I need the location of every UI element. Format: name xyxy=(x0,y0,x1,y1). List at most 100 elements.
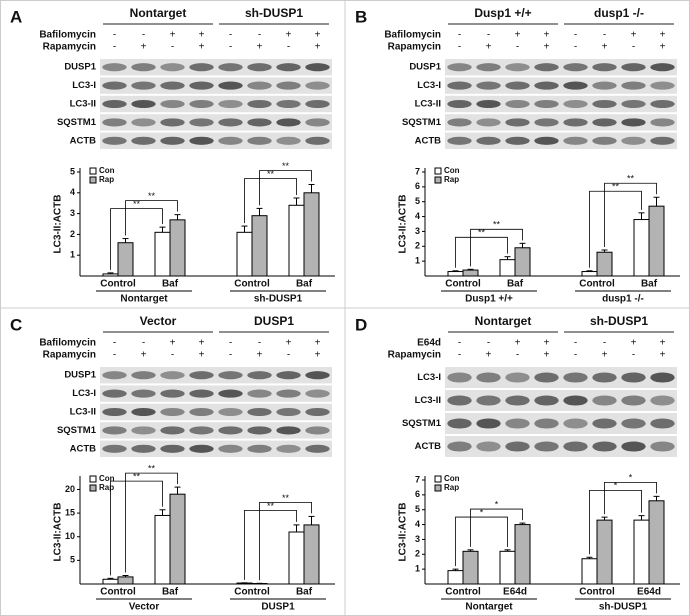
y-tick-label: 15 xyxy=(65,507,75,517)
blot-band xyxy=(505,99,530,109)
bar xyxy=(154,231,171,277)
y-tick-label: 4 xyxy=(415,211,420,221)
bar xyxy=(236,231,253,277)
blot-band xyxy=(247,63,272,72)
group-header: Nontarget xyxy=(130,6,187,20)
bar xyxy=(154,514,171,585)
blot-label: LC3-I xyxy=(72,388,96,399)
blot-band xyxy=(160,426,185,435)
bar xyxy=(499,259,516,277)
blot-band xyxy=(476,395,501,406)
blot-band xyxy=(447,372,472,383)
significance-bracket xyxy=(125,200,178,236)
treatment-sign: - xyxy=(113,338,116,349)
blot-band xyxy=(247,99,272,109)
y-tick-label: 5 xyxy=(415,504,420,514)
blot-band xyxy=(218,444,243,453)
blot-band xyxy=(563,63,588,72)
bar xyxy=(648,500,665,585)
blot-band xyxy=(476,372,501,383)
bar xyxy=(288,531,305,585)
bar xyxy=(581,271,598,277)
y-tick-label: 2 xyxy=(70,229,75,239)
treatment-name: Rapamycin xyxy=(388,350,441,361)
treatment-name: Bafilomycin xyxy=(39,30,96,41)
blot-band xyxy=(534,136,559,145)
group-label: Nontarget xyxy=(465,602,513,613)
x-tick-label: Baf xyxy=(296,279,313,290)
blot-strip xyxy=(100,385,332,402)
blot-band xyxy=(218,371,243,380)
treatment-sign: + xyxy=(170,30,176,41)
treatment-name: Rapamycin xyxy=(388,42,441,53)
blot-band xyxy=(276,99,301,109)
blot-label: ACTB xyxy=(70,443,97,454)
blot-strip xyxy=(445,367,677,388)
blot-band xyxy=(160,136,185,145)
significance-label: ** xyxy=(148,463,156,473)
blot-band xyxy=(563,81,588,90)
blot-band xyxy=(534,372,559,383)
treatment-sign: + xyxy=(199,42,205,53)
treatment-name: E64d xyxy=(417,338,441,349)
y-tick-label: 2 xyxy=(415,241,420,251)
bar xyxy=(303,192,320,277)
y-tick-label: 1 xyxy=(70,250,75,260)
treatment-sign: + xyxy=(141,350,147,361)
blot-band xyxy=(131,407,156,417)
blot-label: LC3-II xyxy=(70,99,96,110)
blot-label: LC3-II xyxy=(415,99,441,110)
treatment-sign: - xyxy=(258,30,261,41)
treatment-name: Rapamycin xyxy=(43,42,96,53)
blot-band xyxy=(592,118,617,127)
y-tick-label: 5 xyxy=(70,555,75,565)
group-header: sh-DUSP1 xyxy=(590,314,648,328)
blot-band xyxy=(505,441,530,452)
blot-band xyxy=(621,372,646,383)
bar xyxy=(117,242,134,277)
blot-band xyxy=(131,99,156,109)
blot-strip xyxy=(100,59,332,76)
blot-band xyxy=(534,418,559,429)
blot-strip xyxy=(445,436,677,457)
blot-band xyxy=(447,99,472,109)
x-tick-label: E64d xyxy=(637,587,661,598)
y-tick-label: 20 xyxy=(65,484,75,494)
blot-band xyxy=(650,81,675,90)
blot-band xyxy=(131,136,156,145)
significance-label: ** xyxy=(267,501,275,511)
blot-band xyxy=(189,371,214,380)
bar xyxy=(462,550,479,585)
bar xyxy=(499,550,516,585)
blot-band xyxy=(534,81,559,90)
blot-band xyxy=(621,99,646,109)
treatment-sign: - xyxy=(171,350,174,361)
blot-strip xyxy=(100,132,332,149)
blot-band xyxy=(621,441,646,452)
significance-bracket xyxy=(470,508,523,547)
blot-band xyxy=(218,81,243,90)
treatment-sign: - xyxy=(574,30,577,41)
treatment-sign: - xyxy=(287,42,290,53)
blot-band xyxy=(621,136,646,145)
treatment-sign: + xyxy=(515,30,521,41)
blot-band xyxy=(247,444,272,453)
treatment-sign: - xyxy=(516,42,519,53)
blot-band xyxy=(189,81,214,90)
y-tick-label: 1 xyxy=(415,564,420,574)
blot-label: DUSP1 xyxy=(64,62,96,73)
blot-band xyxy=(621,395,646,406)
legend-swatch xyxy=(89,176,97,184)
x-tick-label: Baf xyxy=(507,279,524,290)
treatment-sign: - xyxy=(458,338,461,349)
blot-band xyxy=(189,63,214,72)
treatment-sign: + xyxy=(199,338,205,349)
panel-letter: A xyxy=(10,7,22,26)
treatment-sign: - xyxy=(574,338,577,349)
x-tick-label: Baf xyxy=(296,587,313,598)
treatment-sign: + xyxy=(631,30,637,41)
blot-band xyxy=(276,426,301,435)
blot-band xyxy=(592,441,617,452)
blot-band xyxy=(160,63,185,72)
